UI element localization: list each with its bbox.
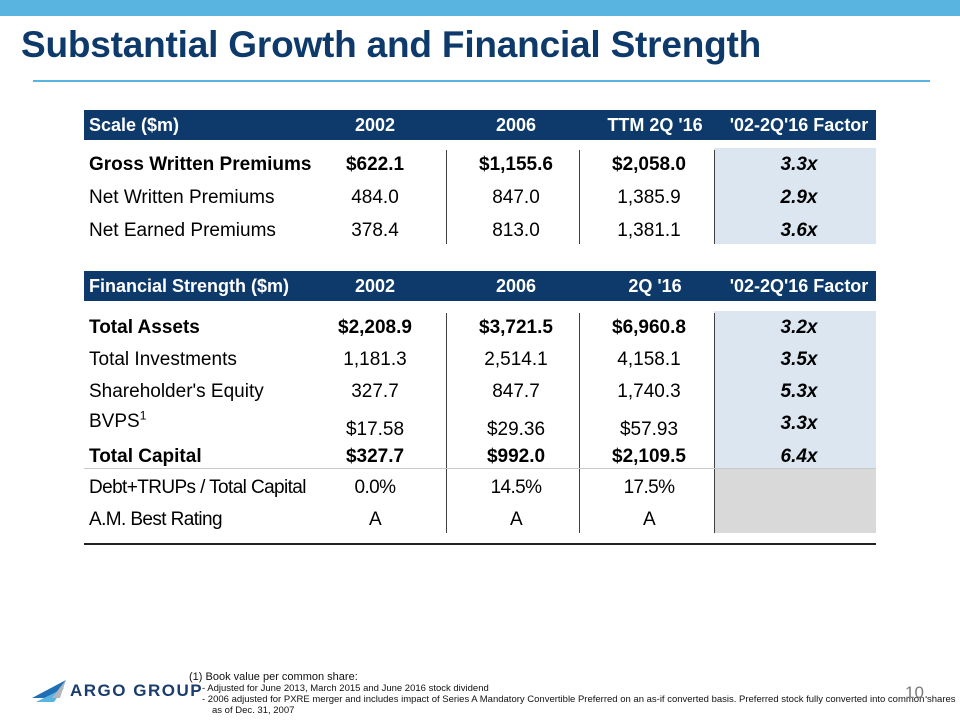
value-factor: 3.3x — [780, 154, 818, 175]
page-number: 10. — [905, 683, 929, 702]
value-latest: A — [642, 509, 656, 530]
value-latest: $2,058.0 — [612, 154, 686, 175]
footnote-item: - 2006 adjusted for PXRE merger and incl… — [202, 694, 956, 705]
header-2006: 2006 — [495, 115, 537, 135]
header-latest: TTM 2Q '16 — [607, 115, 703, 135]
value-2006: 14.5% — [490, 477, 542, 498]
value-latest: 1,740.3 — [617, 381, 681, 402]
column-separator — [714, 313, 715, 533]
row-label: Total Capital — [89, 446, 202, 467]
value-factor: 3.5x — [780, 349, 818, 370]
value-latest: 1,385.9 — [617, 187, 681, 208]
value-latest: $2,109.5 — [612, 446, 686, 467]
scale-table: Scale ($m) 2002 2006 TTM 2Q '16 '02-2Q'1… — [84, 110, 876, 250]
value-factor: 3.6x — [780, 220, 818, 241]
page-title: Substantial Growth and Financial Strengt… — [21, 24, 762, 65]
table-row: Gross Written Premiums $622.1 $1,155.6 $… — [84, 150, 876, 182]
value-2006: 847.7 — [492, 381, 540, 402]
header-latest: 2Q '16 — [628, 276, 682, 296]
table-row: Total Capital $327.7 $992.0 $2,109.5 6.4… — [84, 442, 876, 474]
value-2006: 847.0 — [492, 187, 540, 208]
header-2002: 2002 — [354, 276, 396, 296]
footnote-item: - Adjusted for June 2013, March 2015 and… — [202, 683, 489, 694]
table-row: BVPS1 $17.58 $29.36 $57.93 3.3x — [84, 409, 876, 441]
value-2002: $622.1 — [345, 154, 405, 175]
value-2006: $992.0 — [486, 446, 546, 467]
top-accent-bar — [0, 0, 960, 16]
row-label: Debt+TRUPs / Total Capital — [89, 477, 307, 498]
value-2002: 378.4 — [351, 220, 399, 241]
footnote-ref: 1 — [139, 408, 147, 423]
value-2002: $327.7 — [345, 446, 405, 467]
header-2002: 2002 — [354, 115, 396, 135]
header-label: Financial Strength ($m) — [89, 276, 290, 296]
company-logo-text: ARGO GROUP — [70, 681, 204, 700]
value-2002: $2,208.9 — [338, 317, 412, 338]
row-label: Total Investments — [89, 349, 237, 370]
value-latest: $6,960.8 — [612, 317, 686, 338]
strength-table-header: Financial Strength ($m) 2002 2006 2Q '16… — [84, 271, 876, 301]
value-2002: 0.0% — [354, 477, 397, 498]
table-row: Total Investments 1,181.3 2,514.1 4,158.… — [84, 345, 876, 377]
value-2002: 484.0 — [351, 187, 399, 208]
row-label: Gross Written Premiums — [89, 154, 312, 175]
argo-wing-logo-icon — [32, 680, 66, 702]
row-label: Net Written Premiums — [89, 187, 275, 208]
header-factor: '02-2Q'16 Factor — [729, 115, 869, 135]
value-2006: 813.0 — [492, 220, 540, 241]
footnote-continuation: as of Dec. 31, 2007 — [212, 705, 295, 716]
footnote: (1) Book value per common share: - Adjus… — [189, 671, 956, 717]
value-latest: $57.93 — [619, 419, 679, 440]
factor-column-fill — [714, 148, 876, 244]
row-label-text: BVPS — [89, 411, 140, 432]
footnote-heading: (1) Book value per common share: — [189, 671, 358, 683]
column-separator — [446, 313, 447, 533]
value-2006: $29.36 — [486, 419, 546, 440]
value-2002: 327.7 — [351, 381, 399, 402]
value-2002: $17.58 — [345, 419, 405, 440]
table-row: Debt+TRUPs / Total Capital 0.0% 14.5% 17… — [84, 473, 876, 505]
table-row: Shareholder's Equity 327.7 847.7 1,740.3… — [84, 377, 876, 409]
column-separator — [579, 313, 580, 533]
header-label: Scale ($m) — [89, 115, 180, 135]
row-label: Total Assets — [89, 317, 200, 338]
table-row: Net Earned Premiums 378.4 813.0 1,381.1 … — [84, 216, 876, 248]
value-2006: $1,155.6 — [479, 154, 553, 175]
value-2006: 2,514.1 — [484, 349, 548, 370]
value-factor: 5.3x — [780, 381, 818, 402]
column-separator — [579, 150, 580, 244]
row-label: A.M. Best Rating — [89, 509, 223, 530]
value-2002: 1,181.3 — [343, 349, 407, 370]
value-latest: 17.5% — [623, 477, 675, 498]
value-2006: A — [509, 509, 523, 530]
header-factor: '02-2Q'16 Factor — [729, 276, 869, 296]
table-row: A.M. Best Rating A A A — [84, 505, 876, 537]
value-latest: 1,381.1 — [617, 220, 681, 241]
scale-table-header: Scale ($m) 2002 2006 TTM 2Q '16 '02-2Q'1… — [84, 110, 876, 140]
row-label: Net Earned Premiums — [89, 220, 276, 241]
factor-column-fill — [714, 311, 876, 468]
title-divider — [33, 80, 930, 82]
value-factor: 2.9x — [780, 187, 818, 208]
value-factor: 6.4x — [780, 446, 818, 467]
value-2002: A — [368, 509, 382, 530]
value-latest: 4,158.1 — [617, 349, 681, 370]
column-separator — [714, 150, 715, 244]
value-2006: $3,721.5 — [479, 317, 553, 338]
row-label: BVPS1 — [89, 408, 147, 433]
header-2006: 2006 — [495, 276, 537, 296]
table-bottom-rule — [84, 543, 876, 545]
financial-strength-table: Financial Strength ($m) 2002 2006 2Q '16… — [84, 271, 876, 551]
table-row: Net Written Premiums 484.0 847.0 1,385.9… — [84, 183, 876, 215]
column-separator — [446, 150, 447, 244]
value-factor: 3.3x — [780, 413, 818, 434]
value-factor: 3.2x — [780, 317, 818, 338]
row-label: Shareholder's Equity — [89, 381, 264, 402]
na-column-fill — [714, 469, 876, 533]
table-row: Total Assets $2,208.9 $3,721.5 $6,960.8 … — [84, 313, 876, 345]
row-divider — [84, 468, 876, 469]
